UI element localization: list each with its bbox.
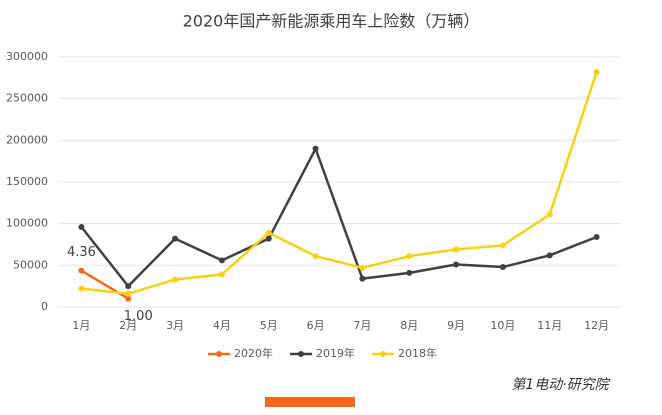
decor-bar — [265, 397, 355, 407]
y-tick-label: 150000 — [6, 175, 48, 188]
series-line — [80, 147, 598, 288]
legend-dot — [298, 351, 304, 357]
x-tick-label: 2月 — [119, 319, 137, 332]
point — [125, 283, 132, 290]
x-tick-label: 3月 — [166, 319, 184, 332]
point — [499, 264, 506, 270]
point — [593, 234, 600, 240]
x-tick-label: 8月 — [400, 319, 418, 332]
point — [546, 211, 553, 218]
x-tick-label: 5月 — [260, 319, 278, 332]
y-tick-label: 250000 — [6, 92, 48, 105]
x-tick-label: 6月 — [307, 319, 325, 332]
point — [359, 264, 366, 271]
point — [78, 267, 85, 274]
point — [218, 271, 225, 278]
point — [453, 246, 460, 253]
x-tick-label: 4月 — [213, 319, 231, 332]
point — [312, 253, 319, 260]
point — [125, 295, 132, 302]
brand: 第1电动·研究院 — [511, 377, 610, 393]
point — [406, 269, 413, 276]
y-tick-label: 200000 — [6, 133, 48, 146]
point — [125, 290, 132, 297]
point — [593, 69, 600, 75]
point — [172, 235, 179, 242]
value-label: 1.00 — [124, 309, 153, 324]
series-line — [81, 71, 598, 295]
legend-label: 2020年 — [234, 346, 273, 360]
point — [499, 242, 506, 249]
x-tick-label: 1月 — [72, 319, 90, 332]
point — [406, 253, 413, 260]
point — [453, 261, 460, 268]
x-tick-label: 12月 — [584, 319, 609, 332]
point — [265, 235, 272, 242]
point — [218, 257, 225, 264]
point — [78, 224, 85, 230]
y-tick-label: 100000 — [6, 217, 48, 230]
legend-label: 2018年 — [398, 346, 437, 360]
chart-title: 2020年国产新能源乘用车上险数（万辆） — [183, 12, 480, 31]
legend-label: 2019年 — [316, 346, 355, 360]
point — [546, 252, 553, 259]
value-label: 4.36 — [67, 245, 96, 260]
x-tick-label: 7月 — [353, 319, 371, 332]
legend-dot — [216, 351, 222, 357]
point — [265, 229, 272, 236]
x-tick-label: 9月 — [447, 319, 465, 332]
point — [172, 276, 179, 283]
point — [359, 275, 366, 282]
legend-dot — [380, 351, 386, 357]
point — [78, 285, 85, 292]
x-tick-label: 10月 — [490, 319, 515, 332]
y-tick-label: 0 — [41, 300, 48, 313]
point — [312, 145, 319, 152]
y-tick-label: 300000 — [6, 50, 48, 63]
y-tick-label: 50000 — [13, 258, 48, 271]
x-tick-label: 11月 — [537, 319, 562, 332]
